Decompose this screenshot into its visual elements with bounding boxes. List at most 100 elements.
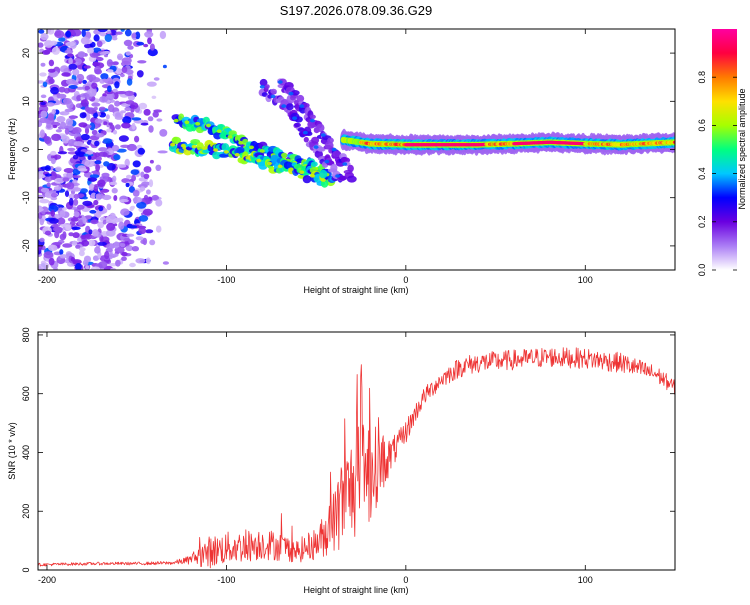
spectrogram-cell bbox=[46, 182, 51, 187]
spectrogram-cell bbox=[93, 34, 100, 42]
spectrogram-cell bbox=[44, 230, 52, 236]
spectrogram-cell bbox=[52, 226, 63, 232]
spectrogram-cell bbox=[281, 152, 288, 158]
spectrogram-ylabel: Frequency (Hz) bbox=[7, 118, 17, 180]
spectrogram-cell bbox=[57, 151, 68, 155]
spectrogram-cell bbox=[227, 135, 233, 139]
spectrogram-cell bbox=[39, 72, 47, 77]
spectrogram-cell bbox=[324, 141, 334, 150]
spectrogram-cell bbox=[146, 189, 151, 195]
spectrogram-cell bbox=[259, 85, 265, 89]
spectrogram-cell bbox=[58, 86, 66, 93]
spectrogram-cell bbox=[46, 102, 55, 107]
spectrogram-cell bbox=[71, 29, 82, 37]
spectrogram-cell bbox=[113, 241, 120, 249]
spectrogram-cell bbox=[95, 133, 105, 138]
spectrogram-cell bbox=[109, 252, 114, 260]
spectrogram-cell bbox=[97, 241, 107, 246]
spectrogram-cell bbox=[47, 244, 58, 251]
spectrogram-cell bbox=[270, 94, 276, 99]
spectrogram-cell bbox=[41, 50, 51, 55]
spectrogram-cell bbox=[155, 164, 162, 171]
spectrogram-cell bbox=[44, 136, 52, 145]
spectrogram-cell bbox=[109, 181, 118, 186]
spectrogram-cell bbox=[140, 171, 145, 178]
spectrogram-cell bbox=[77, 219, 84, 226]
spectrogram-cell bbox=[46, 29, 55, 35]
spectrogram-cell bbox=[44, 173, 52, 177]
spectrogram-cell bbox=[82, 200, 93, 206]
spectrogram-cell bbox=[84, 215, 93, 220]
spectrogram-cell bbox=[77, 51, 86, 58]
spectrogram-cell bbox=[140, 122, 149, 126]
spectrogram-cell bbox=[111, 36, 118, 41]
spectrogram-cell bbox=[38, 187, 42, 193]
spectrogram-cell bbox=[213, 148, 219, 152]
spectrogram-cell bbox=[180, 143, 186, 148]
spectrogram-cell bbox=[52, 241, 63, 246]
spectrogram-cell bbox=[317, 147, 326, 152]
spectrogram-cell bbox=[137, 60, 147, 64]
spectrogram-cell bbox=[127, 45, 134, 50]
spectrogram-cell bbox=[94, 118, 103, 124]
spectrogram-cell bbox=[106, 128, 112, 133]
spectrogram-cell bbox=[125, 182, 130, 188]
spectrogram-cell bbox=[39, 129, 45, 138]
spectrogram-cell bbox=[93, 106, 98, 111]
spectrogram-cell bbox=[122, 116, 132, 124]
spectrogram-cell bbox=[105, 114, 110, 120]
spectrogram-cell bbox=[38, 80, 45, 84]
spectrogram-y-tick-label: 10 bbox=[21, 96, 31, 106]
spectrogram-cell bbox=[347, 164, 354, 172]
spectrogram-cell bbox=[97, 179, 106, 187]
spectrogram-cell bbox=[148, 125, 154, 133]
spectrogram-cell bbox=[87, 47, 94, 54]
spectrogram-cell bbox=[88, 229, 93, 235]
spectrogram-cell bbox=[93, 112, 98, 119]
spectrogram-y-tick-label: -10 bbox=[21, 191, 31, 204]
spectrogram-cell bbox=[106, 222, 116, 231]
spectrogram-cell bbox=[153, 109, 163, 113]
spectrogram-cell bbox=[44, 176, 52, 183]
spectrogram-cell bbox=[331, 147, 337, 152]
spectrogram-cell bbox=[106, 30, 112, 34]
spectrogram-cell bbox=[48, 190, 57, 194]
spectrogram-cell bbox=[55, 129, 63, 133]
spectrogram-cell bbox=[98, 147, 108, 152]
spectrogram-cell bbox=[288, 167, 294, 172]
spectrogram-cell bbox=[131, 246, 139, 252]
spectrogram-cell bbox=[184, 120, 190, 124]
spectrogram-cell bbox=[75, 86, 85, 90]
spectrogram-cell bbox=[50, 210, 55, 217]
spectrogram-cell bbox=[80, 99, 89, 107]
spectrogram-cell bbox=[256, 158, 262, 163]
spectrogram-cell bbox=[96, 40, 103, 48]
spectrogram-cell bbox=[245, 155, 251, 160]
spectrogram-cell bbox=[39, 218, 45, 226]
spectrogram-cell bbox=[126, 78, 133, 86]
spectrogram-cell bbox=[234, 153, 240, 157]
spectrogram-cell bbox=[145, 229, 154, 234]
spectrogram-cell bbox=[72, 232, 80, 239]
spectrogram-cell bbox=[71, 226, 81, 230]
spectrogram-cell bbox=[92, 61, 101, 67]
spectrogram-cell bbox=[126, 233, 135, 237]
spectrogram-cell bbox=[102, 121, 108, 126]
spectrogram-cell bbox=[191, 144, 197, 149]
spectrogram-cell bbox=[145, 257, 151, 265]
spectrogram-cell bbox=[48, 78, 55, 84]
spectrogram-x-tick-label: -100 bbox=[217, 275, 235, 285]
spectrogram-cell bbox=[105, 229, 116, 237]
spectrogram-cell bbox=[88, 239, 96, 247]
spectrogram-cell bbox=[62, 177, 70, 182]
spectrogram-cell bbox=[115, 68, 122, 75]
spectrogram-cell bbox=[40, 166, 50, 170]
spectrogram-heatmap bbox=[38, 29, 675, 270]
spectrogram-cell bbox=[63, 168, 75, 173]
spectrogram-cell bbox=[72, 58, 83, 66]
spectrogram-cell bbox=[47, 113, 55, 121]
spectrogram-cell bbox=[92, 229, 99, 237]
spectrogram-cell bbox=[143, 108, 151, 116]
